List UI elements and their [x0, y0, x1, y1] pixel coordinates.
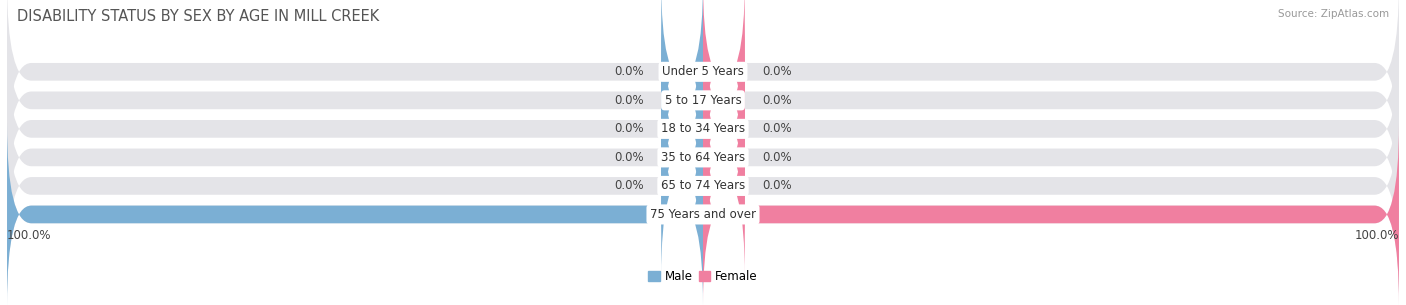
- FancyBboxPatch shape: [703, 95, 745, 277]
- FancyBboxPatch shape: [661, 95, 703, 277]
- FancyBboxPatch shape: [7, 124, 1399, 305]
- FancyBboxPatch shape: [7, 38, 1399, 220]
- FancyBboxPatch shape: [703, 124, 1399, 305]
- FancyBboxPatch shape: [7, 66, 1399, 248]
- FancyBboxPatch shape: [703, 0, 745, 163]
- FancyBboxPatch shape: [661, 66, 703, 248]
- Text: Under 5 Years: Under 5 Years: [662, 65, 744, 78]
- Text: 0.0%: 0.0%: [614, 151, 644, 164]
- FancyBboxPatch shape: [7, 9, 1399, 191]
- Text: 100.0%: 100.0%: [1354, 229, 1399, 242]
- Text: 0.0%: 0.0%: [762, 179, 792, 192]
- FancyBboxPatch shape: [661, 9, 703, 191]
- Text: 100.0%: 100.0%: [7, 229, 52, 242]
- Text: 18 to 34 Years: 18 to 34 Years: [661, 122, 745, 135]
- Text: 35 to 64 Years: 35 to 64 Years: [661, 151, 745, 164]
- Text: 0.0%: 0.0%: [614, 65, 644, 78]
- Legend: Male, Female: Male, Female: [644, 265, 762, 288]
- Text: 5 to 17 Years: 5 to 17 Years: [665, 94, 741, 107]
- FancyBboxPatch shape: [661, 0, 703, 163]
- Text: 65 to 74 Years: 65 to 74 Years: [661, 179, 745, 192]
- Text: 75 Years and over: 75 Years and over: [650, 208, 756, 221]
- Text: DISABILITY STATUS BY SEX BY AGE IN MILL CREEK: DISABILITY STATUS BY SEX BY AGE IN MILL …: [17, 9, 380, 24]
- FancyBboxPatch shape: [703, 66, 745, 248]
- FancyBboxPatch shape: [703, 9, 745, 191]
- FancyBboxPatch shape: [661, 38, 703, 220]
- Text: 0.0%: 0.0%: [614, 179, 644, 192]
- Text: 0.0%: 0.0%: [762, 65, 792, 78]
- FancyBboxPatch shape: [7, 95, 1399, 277]
- FancyBboxPatch shape: [7, 0, 1399, 163]
- Text: 0.0%: 0.0%: [762, 94, 792, 107]
- Text: 0.0%: 0.0%: [614, 122, 644, 135]
- Text: 0.0%: 0.0%: [614, 94, 644, 107]
- FancyBboxPatch shape: [703, 38, 745, 220]
- Text: 0.0%: 0.0%: [762, 122, 792, 135]
- Text: 0.0%: 0.0%: [762, 151, 792, 164]
- FancyBboxPatch shape: [7, 124, 703, 305]
- Text: Source: ZipAtlas.com: Source: ZipAtlas.com: [1278, 9, 1389, 19]
